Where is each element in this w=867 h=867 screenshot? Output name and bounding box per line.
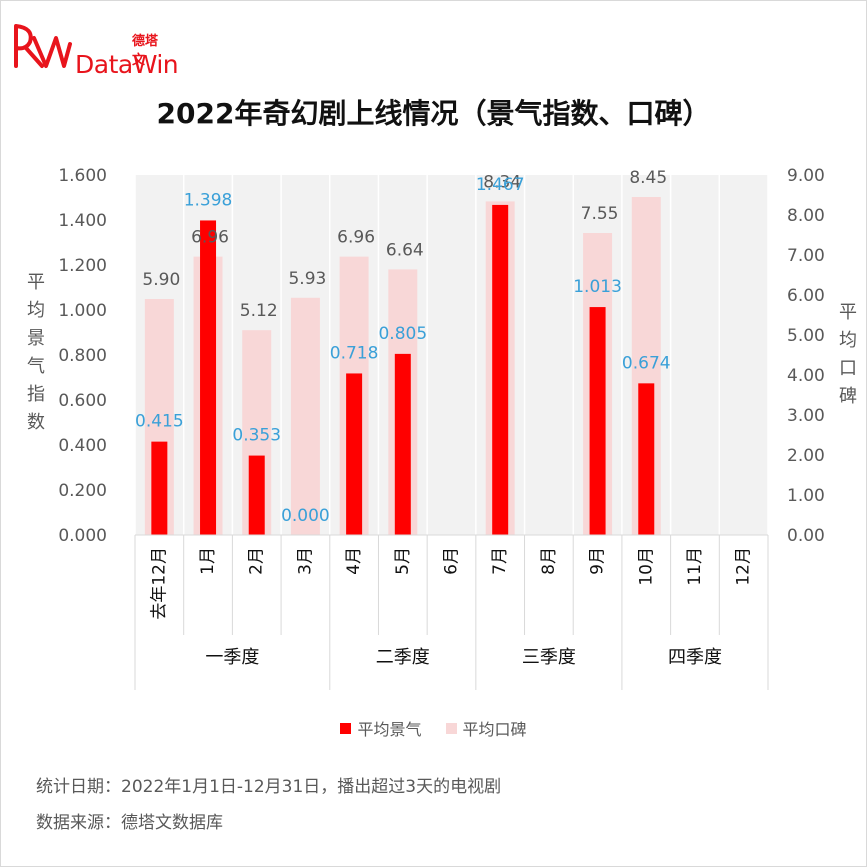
x-group-label: 四季度 — [668, 647, 722, 668]
heat-value-label: 0.353 — [232, 426, 281, 446]
plot-background — [135, 175, 768, 535]
y-left-tick-label: 1.600 — [58, 166, 107, 186]
datawin-logo-icon — [14, 24, 72, 68]
rating-bar — [290, 297, 320, 535]
rating-value-label: 7.55 — [581, 204, 619, 224]
rating-value-label: 8.34 — [483, 172, 521, 192]
y-right-tick-label: 1.00 — [787, 486, 825, 506]
y-left-tick-label: 0.400 — [58, 436, 107, 456]
heat-bar — [589, 307, 606, 535]
heat-bar — [394, 353, 411, 535]
source-note: 数据来源：德塔文数据库 — [36, 813, 223, 833]
y-left-tick-label: 0.000 — [58, 526, 107, 546]
stats-date-note: 统计日期：2022年1月1日-12月31日，播出超过3天的电视剧 — [36, 777, 502, 797]
y-right-tick-label: 4.00 — [787, 366, 825, 386]
x-tick-label: 去年12月 — [149, 547, 169, 620]
heat-value-label: 0.674 — [622, 353, 671, 373]
y-left-tick-label: 0.800 — [58, 346, 107, 366]
y-right-tick-label: 3.00 — [787, 406, 825, 426]
rating-value-label: 6.64 — [386, 240, 424, 260]
rating-value-label: 6.96 — [191, 228, 229, 248]
chart-legend: 平均景气 平均口碑 — [0, 716, 867, 740]
x-tick-label: 12月 — [734, 547, 754, 586]
y-left-tick-label: 0.600 — [58, 391, 107, 411]
heat-value-label: 0.718 — [330, 343, 379, 363]
heat-bar — [346, 373, 363, 535]
chart-title: 2022年奇幻剧上线情况（景气指数、口碑） — [156, 97, 711, 130]
heat-bar — [200, 220, 217, 535]
x-tick-label: 9月 — [588, 547, 608, 575]
rating-value-label: 5.93 — [288, 269, 326, 289]
y-left-tick-label: 1.000 — [58, 301, 107, 321]
heat-value-label: 1.467 — [476, 175, 525, 195]
x-tick-label: 10月 — [636, 547, 656, 586]
y-left-tick-label: 0.200 — [58, 481, 107, 501]
rating-value-label: 5.90 — [142, 270, 180, 290]
rating-value-label: 6.96 — [337, 228, 375, 248]
y-right-tick-label: 9.00 — [787, 166, 825, 186]
x-tick-label: 3月 — [295, 547, 315, 575]
legend-swatch-heat — [340, 722, 352, 734]
legend-item-heat: 平均景气 — [340, 716, 422, 740]
logo-en-text: DataWin — [75, 50, 179, 79]
x-group-label: 一季度 — [205, 647, 259, 668]
x-tick-label: 11月 — [685, 547, 705, 586]
chart-area: 0.000 0.200 0.400 0.600 0.800 1.000 1.200 1.400… — [27, 166, 857, 690]
heat-value-label: 1.013 — [573, 277, 622, 297]
heat-bar — [492, 204, 509, 536]
legend-label-heat: 平均景气 — [357, 720, 422, 739]
y-left-axis-title: 平均景气指数 — [27, 272, 45, 433]
y-right-tick-label: 7.00 — [787, 246, 825, 266]
logo-cn-text: 德塔文 — [132, 34, 159, 68]
x-tick-label: 1月 — [198, 547, 218, 575]
datawin-logo: 德塔文 DataWin — [12, 16, 179, 79]
x-tick-label: 6月 — [442, 547, 462, 575]
y-right-tick-label: 6.00 — [787, 286, 825, 306]
x-group-label: 二季度 — [376, 647, 430, 668]
heat-value-label: 1.398 — [184, 190, 233, 210]
x-tick-label: 2月 — [247, 547, 267, 575]
x-tick-label: 4月 — [344, 547, 364, 575]
legend-swatch-rating — [445, 722, 457, 734]
heat-bar — [248, 455, 265, 535]
legend-item-rating: 平均口碑 — [445, 716, 527, 740]
heat-value-label: 0.000 — [281, 506, 330, 526]
x-tick-label: 8月 — [539, 547, 559, 575]
y-right-tick-label: 5.00 — [787, 326, 825, 346]
y-right-tick-label: 0.00 — [787, 526, 825, 546]
y-right-axis-title: 平均口碑 — [839, 302, 857, 407]
x-tick-label: 7月 — [490, 547, 510, 575]
heat-bar — [638, 383, 655, 535]
rating-value-label: 8.45 — [629, 168, 667, 188]
heat-value-label: 0.415 — [135, 412, 184, 432]
x-group-label: 三季度 — [522, 647, 576, 668]
y-right-tick-label: 2.00 — [787, 446, 825, 466]
rating-value-label: 5.12 — [240, 301, 278, 321]
heat-value-label: 0.805 — [378, 324, 427, 344]
y-left-tick-label: 1.200 — [58, 256, 107, 276]
y-right-tick-label: 8.00 — [787, 206, 825, 226]
heat-bar — [151, 441, 168, 535]
y-left-tick-label: 1.400 — [58, 211, 107, 231]
legend-label-rating: 平均口碑 — [462, 720, 527, 739]
x-tick-label: 5月 — [393, 547, 413, 575]
